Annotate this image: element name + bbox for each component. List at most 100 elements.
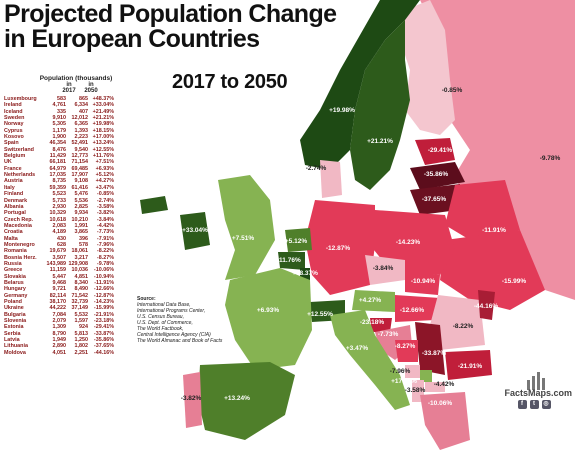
- table-row: Slovenia 2,079 1,597 -23.18%: [4, 318, 132, 324]
- table-row: Slovakia 5,447 4,851 -10.94%: [4, 274, 132, 280]
- country-name: Portugal: [4, 210, 26, 217]
- population-2050: 12,773: [71, 153, 89, 160]
- population-change: +48.37%: [92, 96, 114, 102]
- population-change: -11.91%: [94, 279, 114, 286]
- population-2017: 59,359: [49, 184, 67, 191]
- table-row: Iceland 335 407 +21.49%: [4, 109, 132, 115]
- map-label-italy: +3.47%: [346, 345, 368, 352]
- country-name: Slovakia: [4, 273, 26, 280]
- region-moldova: [478, 290, 495, 320]
- table-row: Lithuania 2,890 1,802 -37.65%: [4, 343, 132, 349]
- population-change: -7.91%: [96, 235, 114, 242]
- population-change: +12.55%: [92, 146, 114, 153]
- table-row: Bulgaria 7,084 5,532 -21.91%: [4, 312, 132, 318]
- population-change: -15.99%: [93, 305, 114, 312]
- region-lithuania: [410, 184, 460, 215]
- population-change: -0.85%: [96, 191, 114, 198]
- population-2017: 5,305: [52, 121, 67, 128]
- country-name: Spain: [4, 140, 19, 147]
- region-bosnia: [395, 340, 418, 362]
- bar-chart-icon: [527, 372, 545, 390]
- map-label-russia: -9.78%: [540, 155, 561, 162]
- map-label-romania: -8.22%: [453, 323, 474, 330]
- population-change: -29.41%: [93, 324, 114, 331]
- population-2050: 8,490: [74, 286, 89, 293]
- population-2017: 9,910: [52, 115, 67, 122]
- table-row: Croatia 4,189 3,865 -7.73%: [4, 229, 132, 235]
- population-2050: 924: [79, 324, 88, 331]
- population-change: +7.51%: [95, 159, 114, 166]
- population-2050: 407: [79, 108, 88, 115]
- table-row: Czech Rep. 10,618 10,210 -3.84%: [4, 217, 132, 223]
- country-name: Slovenia: [4, 318, 27, 325]
- map-label-norway: +19.98%: [329, 107, 355, 114]
- country-name: Ukraine: [4, 305, 24, 312]
- population-2017: 2,930: [52, 203, 67, 210]
- map-label-kosovo: +17.00%: [391, 378, 417, 385]
- population-2050: 1,597: [74, 318, 89, 325]
- country-name: Denmark: [4, 197, 28, 204]
- population-2050: 396: [79, 235, 88, 242]
- population-change: -44.16%: [93, 349, 114, 356]
- population-change: +11.76%: [92, 153, 114, 160]
- table-row: France 64,979 69,485 +6.93%: [4, 166, 132, 172]
- population-2017: 82,114: [49, 292, 66, 299]
- map-label-moldova: -44.16%: [474, 303, 498, 310]
- region-belgium: [278, 252, 305, 270]
- table-row: Belarus 9,468 8,340 -11.91%: [4, 280, 132, 286]
- population-2017: 1,949: [52, 337, 67, 344]
- population-2017: 2,079: [52, 318, 67, 325]
- brand-name[interactable]: FactsMaps.com: [504, 388, 572, 398]
- twitter-icon[interactable]: t: [529, 400, 539, 409]
- population-change: -2.74%: [96, 197, 114, 204]
- region-latvia: [410, 162, 465, 190]
- table-row: Cyprus 1,179 1,393 +18.15%: [4, 128, 132, 134]
- table-row: Sweden 9,910 12,012 +21.21%: [4, 115, 132, 121]
- population-2050: 9,540: [74, 146, 89, 153]
- country-name: UK: [4, 159, 12, 166]
- map-label-france: +6.93%: [257, 307, 279, 314]
- population-2050: 1,991: [74, 222, 89, 229]
- country-name: Latvia: [4, 337, 20, 344]
- region-iceland: [140, 196, 168, 214]
- population-2050: 1,802: [74, 343, 89, 350]
- population-2017: 66,181: [49, 159, 67, 166]
- region-denmark: [320, 160, 342, 198]
- map-label-croatia: -7.73%: [378, 331, 399, 338]
- table-row: Albania 2,930 2,825 -3.58%: [4, 204, 132, 210]
- country-name: Croatia: [4, 229, 23, 236]
- social-icons: f t ◎: [496, 400, 572, 409]
- population-change: -10.06%: [93, 267, 114, 274]
- map-label-finland: -0.85%: [442, 87, 463, 94]
- col-in-label: in: [66, 82, 72, 88]
- region-belarus: [445, 180, 520, 240]
- country-name: Luxembourg: [4, 96, 37, 102]
- country-name: Kosovo: [4, 134, 24, 141]
- population-2017: 430: [57, 235, 66, 242]
- table-row: Romania 19,679 18,061 -8.22%: [4, 248, 132, 254]
- population-2017: 17,035: [49, 172, 67, 179]
- population-change: -7.73%: [96, 229, 114, 236]
- population-change: -10.94%: [93, 273, 114, 280]
- country-name: Ireland: [4, 102, 22, 109]
- table-row: Switzerland 8,476 9,540 +12.55%: [4, 147, 132, 153]
- population-change: +19.98%: [92, 121, 114, 128]
- instagram-icon[interactable]: ◎: [541, 400, 551, 409]
- country-name: Romania: [4, 248, 27, 255]
- table-row: Luxembourg 583 865 +48.37%: [4, 96, 132, 102]
- population-2050: 6,365: [74, 121, 89, 128]
- map-label-bulgaria: -21.91%: [458, 363, 482, 370]
- map-label-belarus: -11.91%: [482, 227, 506, 234]
- facebook-icon[interactable]: f: [517, 400, 527, 409]
- population-2017: 3,507: [52, 254, 67, 261]
- region-slovakia: [405, 270, 440, 295]
- country-name: Bosnia Herz.: [4, 254, 37, 261]
- population-change: +3.47%: [95, 184, 114, 191]
- population-2017: 9,468: [52, 279, 67, 286]
- country-name: Norway: [4, 121, 24, 128]
- population-2050: 69,485: [71, 165, 89, 172]
- table-row: Kosovo 1,900 2,223 +17.00%: [4, 134, 132, 140]
- country-name: Italy: [4, 184, 15, 191]
- country-name: Serbia: [4, 330, 21, 337]
